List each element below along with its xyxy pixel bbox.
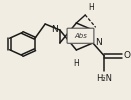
Text: N: N [95,38,102,47]
FancyBboxPatch shape [67,28,94,43]
Text: Abs: Abs [74,33,87,39]
Text: H: H [73,58,79,68]
Text: O: O [123,51,130,60]
Text: H₂N: H₂N [96,74,112,83]
Text: H: H [88,4,94,12]
Text: N: N [51,25,58,34]
